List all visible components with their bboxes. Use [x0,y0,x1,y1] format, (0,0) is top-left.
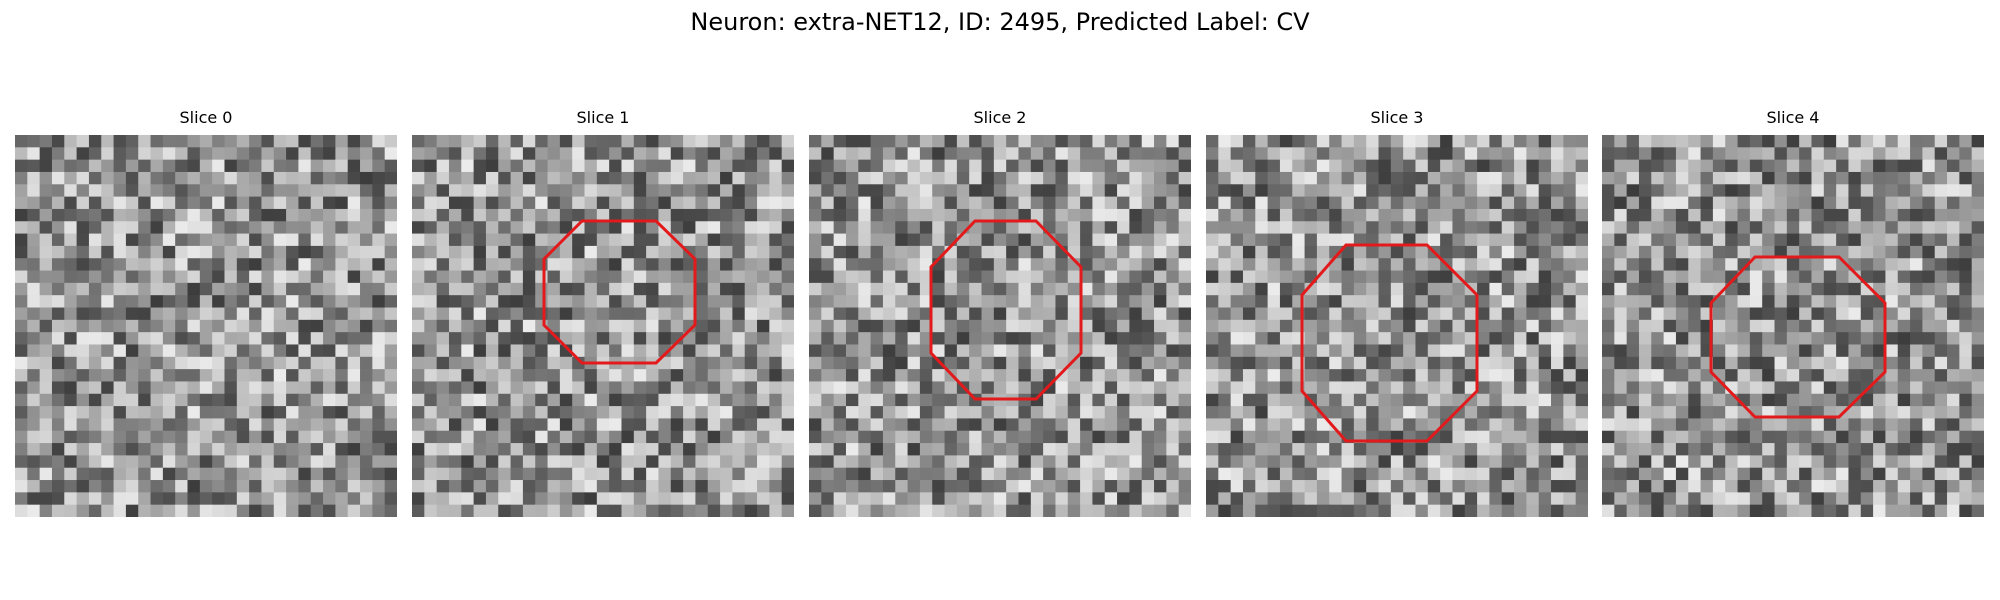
slice-image-0 [15,135,397,517]
slice-title: Slice 2 [809,108,1191,127]
slice-pixel-grid [412,135,794,517]
slice-image-1 [412,135,794,517]
slice-image-2 [809,135,1191,517]
slice-title: Slice 3 [1206,108,1588,127]
slice-pixel-grid [15,135,397,517]
figure-title: Neuron: extra-NET12, ID: 2495, Predicted… [0,8,2000,36]
slice-image-3 [1206,135,1588,517]
slice-title: Slice 1 [412,108,794,127]
slice-pixel-grid [809,135,1191,517]
slice-title: Slice 0 [15,108,397,127]
slice-pixel-grid [1602,135,1984,517]
slice-title: Slice 4 [1602,108,1984,127]
slice-image-4 [1602,135,1984,517]
slice-pixel-grid [1206,135,1588,517]
